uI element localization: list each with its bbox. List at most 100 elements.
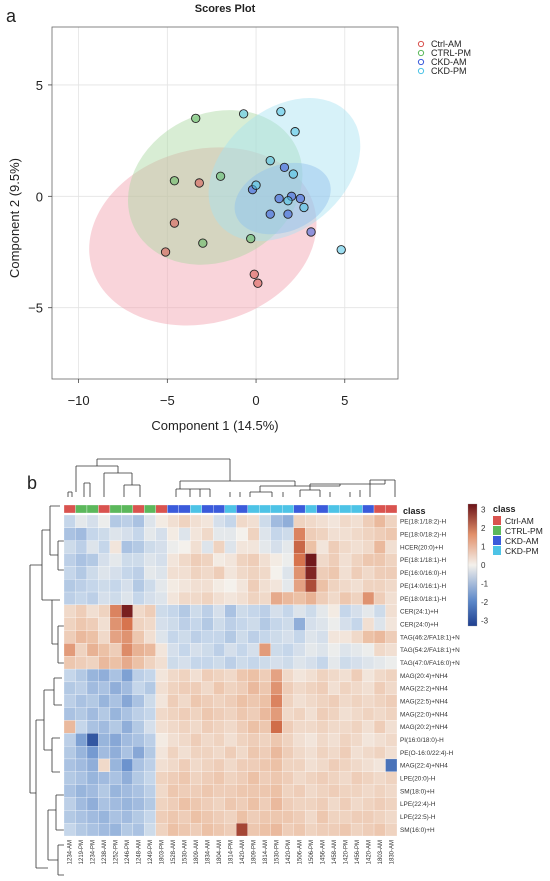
heatmap-cell xyxy=(305,617,317,631)
heatmap-cell xyxy=(385,591,398,606)
colorbar-tick-label: 2 xyxy=(481,524,486,533)
heatmap-cell xyxy=(167,579,179,593)
column-label: 1238-AM xyxy=(102,840,108,864)
heatmap-cell xyxy=(327,758,340,772)
heatmap-cell xyxy=(63,668,76,683)
point-ctrl-pm xyxy=(215,171,226,181)
heatmap-cell xyxy=(236,514,248,528)
scores-plot-title: Scores Plot xyxy=(195,3,256,15)
heatmap-cell xyxy=(98,630,111,644)
heatmap-cell xyxy=(155,784,168,798)
heatmap-cell xyxy=(178,514,191,528)
class-bar-cell-ckd-pm xyxy=(304,504,317,514)
heatmap-cell xyxy=(213,591,225,606)
heatmap-cell xyxy=(293,707,306,721)
heatmap-cell xyxy=(178,745,191,760)
heatmap-cell xyxy=(132,771,145,785)
heatmap-cell xyxy=(144,823,156,837)
row-label: PE(16:0/16:0)-H xyxy=(400,570,447,577)
column-label: 1803-AM xyxy=(378,840,384,864)
heatmap-cell xyxy=(75,720,88,734)
class-bar-cell-ckd-pm xyxy=(327,504,340,514)
heatmap-cell xyxy=(373,668,386,683)
heatmap-cell xyxy=(178,630,191,644)
heatmap-cell xyxy=(316,823,329,837)
heatmap-cell xyxy=(178,668,191,683)
heatmap-cell xyxy=(259,656,271,670)
heatmap-cell xyxy=(373,784,386,798)
heatmap-cell xyxy=(362,617,375,631)
heatmap-cell xyxy=(190,758,202,772)
heatmap-cell xyxy=(213,643,225,657)
heatmap-cell xyxy=(270,656,283,670)
heatmap-cell xyxy=(270,733,283,747)
heatmap-cell xyxy=(144,617,156,631)
heatmap-cell xyxy=(373,540,386,554)
heatmap-cell xyxy=(282,823,294,837)
heatmap-cell xyxy=(247,566,260,580)
class-bar-cell-ctrl-pm xyxy=(75,504,88,514)
heatmap-cell xyxy=(190,540,202,554)
heatmap-cell xyxy=(167,733,179,747)
heatmap-cell xyxy=(190,707,202,721)
heatmap-cell xyxy=(109,527,122,541)
heatmap-cell xyxy=(121,784,134,798)
row-label: LPE(20:0)-H xyxy=(400,776,436,783)
heatmap-cell xyxy=(155,656,168,670)
heatmap-cell xyxy=(224,681,237,695)
heatmap-cell xyxy=(178,617,191,631)
heatmap-cell xyxy=(190,656,202,670)
heatmap-cell xyxy=(63,591,76,606)
heatmap-cell xyxy=(109,553,122,567)
heatmap-cell xyxy=(236,745,248,760)
heatmap-cell xyxy=(167,681,179,695)
heatmap-cell xyxy=(236,797,248,811)
heatmap-cell xyxy=(305,668,317,683)
heatmap-cell xyxy=(224,707,237,721)
heatmap-cell xyxy=(98,514,111,528)
heatmap-cell xyxy=(190,797,202,811)
heatmap-cell xyxy=(109,758,122,772)
heatmap-cell xyxy=(316,707,329,721)
heatmap-cell xyxy=(270,540,283,554)
heatmap-cell xyxy=(385,579,398,593)
heatmap-cell xyxy=(132,579,145,593)
heatmap-cell xyxy=(385,668,398,683)
heatmap-cell xyxy=(178,758,191,772)
legend-marker-ctrl-pm xyxy=(417,49,425,57)
heatmap-cell xyxy=(350,566,363,580)
heatmap-cell xyxy=(63,656,76,670)
heatmap-cell xyxy=(201,758,214,772)
heatmap-cell xyxy=(178,656,191,670)
heatmap-cell xyxy=(109,566,122,580)
heatmap-cell xyxy=(259,784,271,798)
heatmap-cell xyxy=(132,681,145,695)
heatmap-cell xyxy=(213,771,225,785)
heatmap-cell xyxy=(259,643,271,657)
heatmap-cell xyxy=(167,553,179,567)
heatmap-cell xyxy=(121,694,134,708)
heatmap-cell xyxy=(247,643,260,657)
heatmap-cell xyxy=(362,720,375,734)
class-bar-cell-ckd-pm xyxy=(190,504,202,514)
heatmap-cell xyxy=(109,668,122,683)
column-label: 1803-PM xyxy=(160,840,166,864)
heatmap-cell xyxy=(327,771,340,785)
heatmap-cell xyxy=(213,681,225,695)
heatmap-cell xyxy=(236,758,248,772)
heatmap-cell xyxy=(86,579,99,593)
heatmap-cell xyxy=(167,745,179,760)
heatmap-cell xyxy=(339,681,352,695)
heatmap-cell xyxy=(282,514,294,528)
heatmap-cell xyxy=(213,758,225,772)
class-legend-label-ckd-am: CKD-AM xyxy=(505,536,539,546)
heatmap-cell xyxy=(109,823,122,837)
heatmap-cell xyxy=(75,797,88,811)
heatmap-cell xyxy=(155,733,168,747)
heatmap-cell xyxy=(178,784,191,798)
heatmap-cell xyxy=(305,733,317,747)
heatmap-cell xyxy=(373,527,386,541)
class-bar-cell-ctrl-pm xyxy=(121,504,134,514)
heatmap-cell xyxy=(75,579,88,593)
